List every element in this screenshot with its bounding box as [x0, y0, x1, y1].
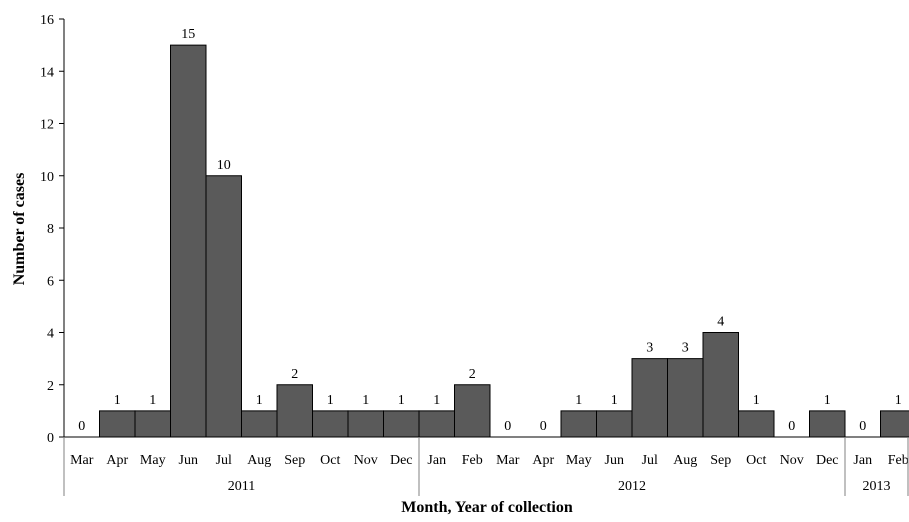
x-tick-label: Oct: [746, 453, 766, 468]
bar: [739, 411, 775, 437]
data-label: 15: [181, 27, 195, 42]
x-tick-label: Jul: [216, 453, 232, 468]
x-tick-label: Nov: [780, 453, 804, 468]
x-tick-label: Jan: [853, 453, 872, 468]
y-ticks-layer: 0 2 4 6 8 10 12 14 16: [40, 13, 64, 446]
data-label: 0: [788, 419, 795, 434]
bar: [313, 411, 349, 437]
data-label: 1: [362, 393, 369, 408]
data-label: 3: [646, 341, 653, 356]
y-axis-title: Number of cases: [11, 173, 28, 286]
data-label: 1: [256, 393, 263, 408]
month-labels-layer: Mar Apr May Jun Jul Aug Sep Oct Nov Dec Jan Feb Mar A…: [70, 453, 909, 468]
x-tick-label: Jun: [179, 453, 198, 468]
data-label: 10: [217, 158, 231, 173]
bar: [384, 411, 420, 437]
bars-layer: [100, 45, 909, 437]
data-label: 0: [504, 419, 511, 434]
data-label: 2: [469, 367, 476, 382]
bar: [881, 411, 909, 437]
x-tick-label: Jul: [642, 453, 658, 468]
year-group-label: 2013: [863, 479, 891, 494]
data-label: 1: [149, 393, 156, 408]
data-label: 1: [611, 393, 618, 408]
y-tick-label: 10: [40, 170, 54, 185]
data-label: 1: [753, 393, 760, 408]
data-label: 3: [682, 341, 689, 356]
y-tick-label: 4: [47, 327, 54, 342]
bar: [597, 411, 633, 437]
data-label: 1: [398, 393, 405, 408]
x-tick-label: Dec: [390, 453, 413, 468]
y-tick-label: 6: [47, 274, 54, 289]
bar: [703, 333, 739, 438]
x-tick-label: Jun: [605, 453, 624, 468]
bar: [561, 411, 597, 437]
data-label: 0: [540, 419, 547, 434]
bar: [242, 411, 278, 437]
bar: [810, 411, 846, 437]
year-group-label: 2011: [228, 479, 255, 494]
x-tick-label: Apr: [106, 453, 128, 468]
data-label: 1: [327, 393, 334, 408]
x-tick-label: Mar: [70, 453, 94, 468]
data-label: 1: [895, 393, 902, 408]
bar: [135, 411, 171, 437]
x-tick-label: Dec: [816, 453, 839, 468]
y-tick-label: 16: [40, 13, 54, 28]
x-tick-label: Aug: [673, 453, 697, 468]
x-tick-label: Jan: [427, 453, 446, 468]
bar: [668, 359, 704, 437]
bar: [277, 385, 313, 437]
data-label: 0: [859, 419, 866, 434]
x-tick-label: Feb: [888, 453, 909, 468]
data-label: 1: [575, 393, 582, 408]
x-tick-label: Nov: [354, 453, 378, 468]
x-tick-label: Mar: [496, 453, 520, 468]
data-label: 1: [824, 393, 831, 408]
y-tick-label: 14: [40, 65, 54, 80]
x-tick-label: Feb: [462, 453, 483, 468]
data-label: 1: [433, 393, 440, 408]
y-tick-label: 12: [40, 118, 54, 133]
bar: [419, 411, 455, 437]
x-tick-label: May: [566, 453, 592, 468]
year-group-label: 2012: [618, 479, 646, 494]
bar: [455, 385, 491, 437]
data-label: 4: [717, 315, 724, 330]
bar: [171, 45, 207, 437]
x-tick-label: Aug: [247, 453, 271, 468]
x-tick-label: Sep: [710, 453, 731, 468]
bar: [206, 176, 242, 437]
x-tick-label: Sep: [284, 453, 305, 468]
data-label: 0: [78, 419, 85, 434]
x-tick-label: Apr: [532, 453, 554, 468]
x-tick-label: May: [140, 453, 166, 468]
data-label: 1: [114, 393, 121, 408]
x-tick-label: Oct: [320, 453, 340, 468]
bar: [632, 359, 668, 437]
y-tick-label: 2: [47, 379, 54, 394]
data-label: 2: [291, 367, 298, 382]
y-tick-label: 0: [47, 431, 54, 446]
y-tick-label: 8: [47, 222, 54, 237]
x-axis-title: Month, Year of collection: [401, 499, 573, 516]
bar: [348, 411, 384, 437]
bar: [100, 411, 136, 437]
